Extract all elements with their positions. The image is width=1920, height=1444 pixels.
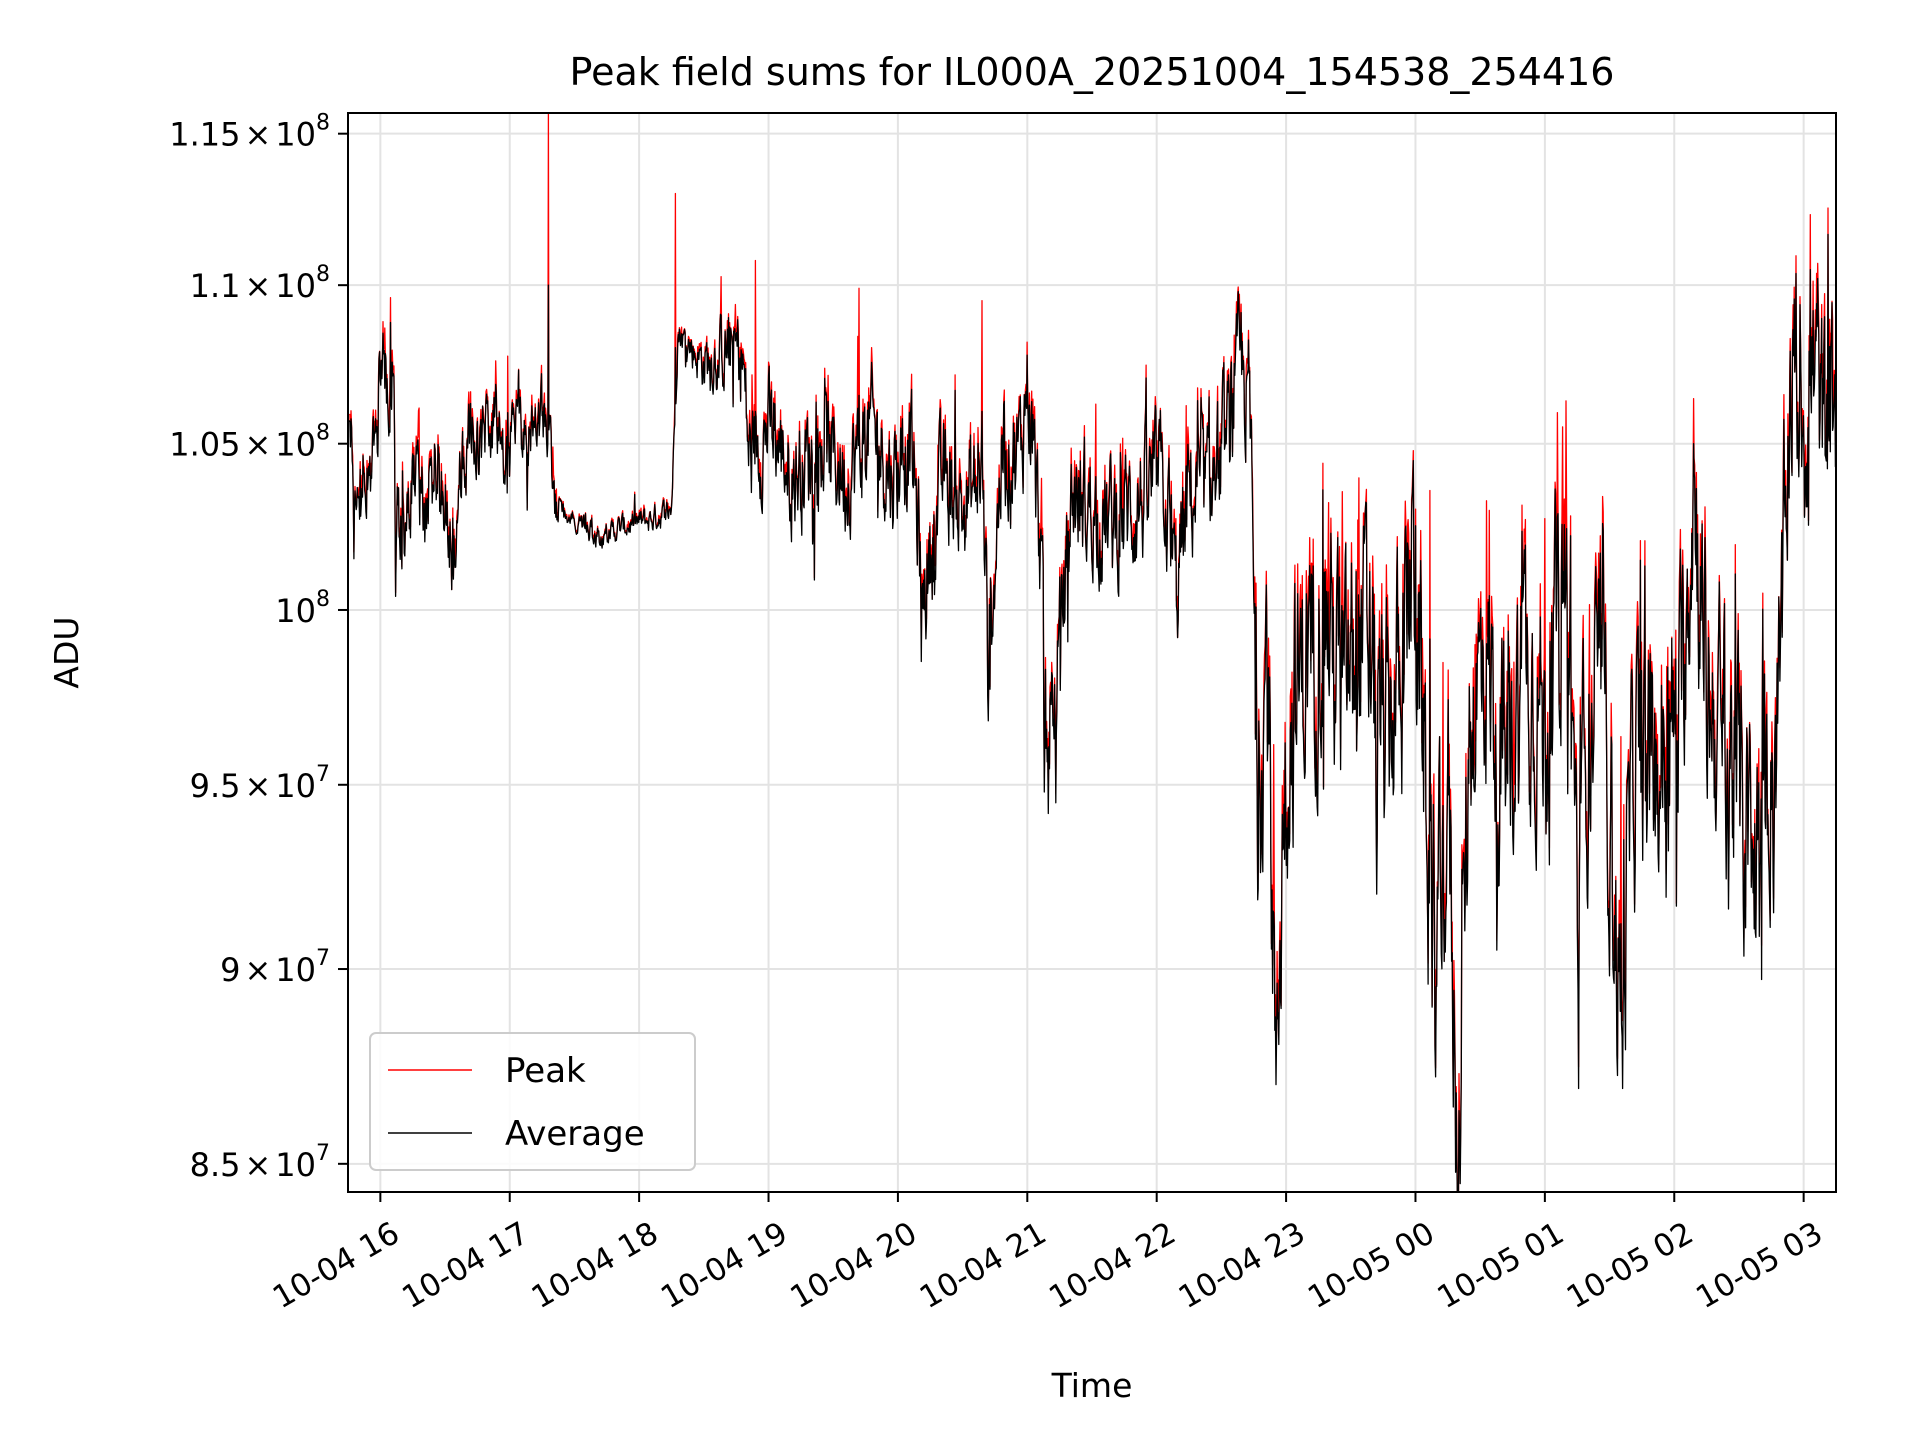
y-axis-label: ADU <box>47 616 86 688</box>
legend-label-average: Average <box>505 1114 645 1154</box>
y-tick-mantissa: 9.5 <box>190 767 241 805</box>
y-tick-mantissa: 1.15 <box>169 116 240 154</box>
y-tick-base: 10 <box>275 267 316 305</box>
y-tick-exponent: 8 <box>316 111 330 136</box>
legend: Peak Average <box>369 1032 696 1171</box>
y-tick-label: 1.15 × 108 <box>169 111 330 154</box>
y-tick-base: 10 <box>275 592 316 630</box>
y-tick-base: 10 <box>275 116 316 154</box>
axes-frame <box>347 112 1837 1193</box>
y-tick-label: 108 <box>275 587 330 630</box>
y-tick-base: 10 <box>275 426 316 464</box>
x-axis-label: Time <box>1051 1366 1133 1405</box>
y-tick-times: × <box>244 951 271 989</box>
y-tick-mantissa: 1.05 <box>169 426 240 464</box>
y-tick-base: 10 <box>275 767 316 805</box>
y-tick-label: 9 × 107 <box>220 946 330 989</box>
legend-box <box>369 1032 696 1171</box>
series-group <box>348 113 1836 1192</box>
y-tick-mantissa: 1.1 <box>190 267 241 305</box>
y-tick-label: 1.05 × 108 <box>169 421 330 464</box>
series-line-average <box>348 233 1836 1192</box>
y-tick-base: 10 <box>275 951 316 989</box>
y-tick-times: × <box>244 116 271 154</box>
y-tick-exponent: 7 <box>316 762 330 787</box>
y-tick-exponent: 8 <box>316 262 330 287</box>
y-tick-exponent: 7 <box>316 1141 330 1166</box>
y-tick-label: 9.5 × 107 <box>190 762 330 805</box>
y-tick-base: 10 <box>275 1146 316 1184</box>
y-tick-times: × <box>244 767 271 805</box>
y-tick-times: × <box>244 1146 271 1184</box>
legend-label-peak: Peak <box>505 1051 586 1091</box>
y-tick-exponent: 8 <box>316 421 330 446</box>
y-tick-times: × <box>244 426 271 464</box>
y-tick-label: 8.5 × 107 <box>190 1141 330 1184</box>
y-tick-exponent: 7 <box>316 946 330 971</box>
y-tick-times: × <box>244 267 271 305</box>
y-tick-mantissa: 8.5 <box>190 1146 241 1184</box>
chart-title: Peak field sums for IL000A_20251004_1545… <box>570 50 1615 94</box>
y-tick-label: 1.1 × 108 <box>190 262 330 305</box>
y-tick-mantissa: 9 <box>220 951 240 989</box>
y-tick-exponent: 8 <box>316 587 330 612</box>
